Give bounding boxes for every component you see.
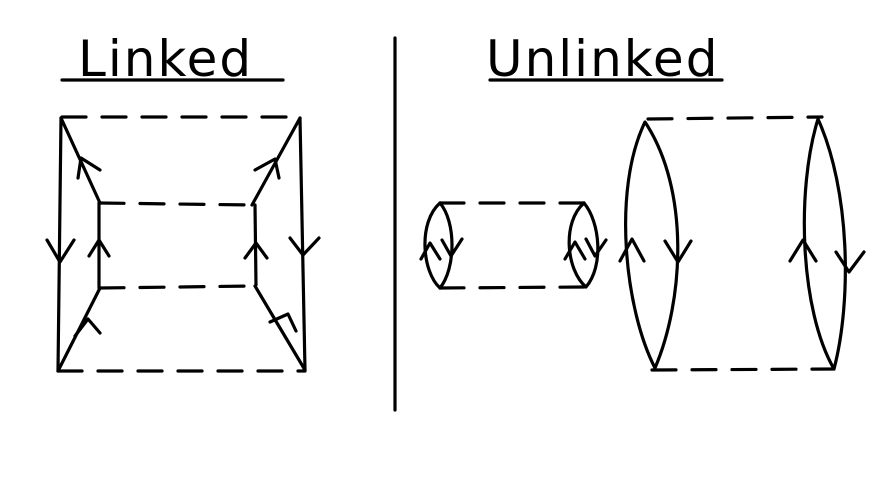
arrow-down-outer-right-icon (288, 236, 321, 257)
large-cylinder-top-dashed-edge (646, 115, 824, 121)
linked-diagram (45, 115, 321, 373)
large-left-arrow-down-icon (663, 239, 693, 264)
outer-left-edge (56, 116, 63, 373)
small-left-arrow-down-icon (440, 237, 464, 258)
arrow-up-diagonal-top-right-icon (253, 157, 281, 180)
arrow-up-inner-right-icon (243, 241, 269, 260)
small-right-arrow-down-icon (584, 237, 608, 258)
outer-right-edge (298, 116, 307, 372)
small-left-arrow-up-icon (419, 241, 442, 261)
small-right-arrow-up-icon (563, 240, 587, 261)
small-cylinder-bottom-dashed-edge (438, 285, 587, 290)
large-right-arrow-up-icon (788, 238, 818, 263)
unlinked-diagram (419, 115, 866, 372)
unlinked-title: Unlinked (486, 30, 720, 88)
inner-top-dashed-edge (98, 201, 254, 207)
arrow-down-outer-left-icon (45, 238, 76, 264)
linked-title: Linked (78, 30, 254, 88)
arrow-up-diagonal-bottom-left-icon (73, 317, 102, 338)
large-cylinder-left-loop (624, 120, 680, 370)
arrow-up-diagonal-top-left-icon (76, 156, 102, 180)
large-right-arrow-down-icon (834, 250, 866, 274)
inner-bottom-dashed-edge (98, 284, 257, 290)
large-cylinder-right-loop (802, 117, 847, 371)
large-left-arrow-up-icon (618, 237, 646, 263)
arrow-up-diagonal-bottom-right-icon (268, 312, 298, 333)
arrow-up-inner-left-icon (87, 238, 111, 258)
diagonal-bottom-right (253, 284, 307, 372)
small-cylinder-right-loop (567, 201, 600, 289)
large-cylinder-bottom-dashed-edge (650, 367, 836, 372)
small-cylinder-left-loop (423, 201, 454, 290)
